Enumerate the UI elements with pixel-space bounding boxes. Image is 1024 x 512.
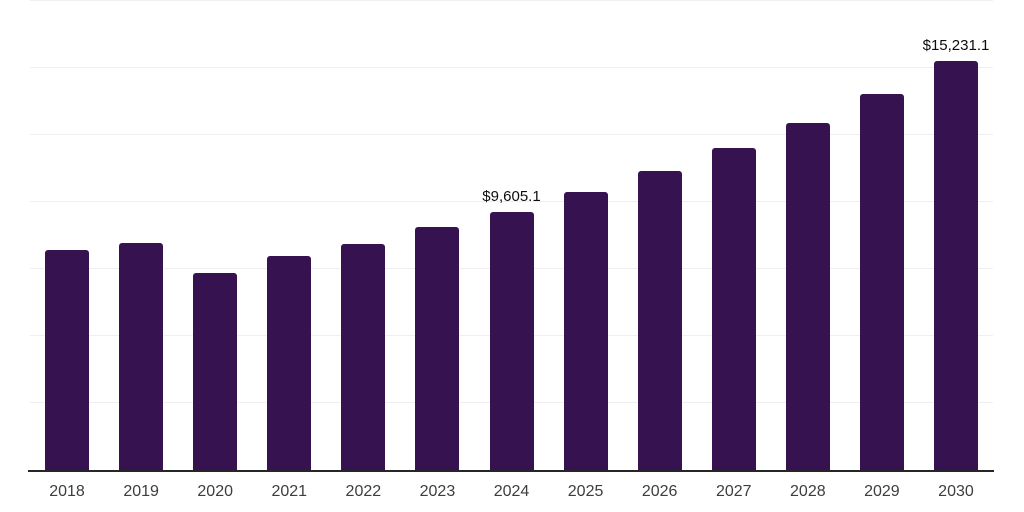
bar-slot-2028 (771, 0, 845, 470)
bar-2029 (859, 94, 904, 470)
bar-value-label-2030: $15,231.1 (922, 37, 990, 54)
x-tick-label-2027: 2027 (715, 483, 752, 500)
bar-2024 (489, 212, 534, 470)
gridline (30, 66, 993, 68)
bar-2025 (563, 192, 608, 470)
x-tick-label-2023: 2023 (419, 483, 456, 500)
bar-slot-2026 (623, 0, 697, 470)
bar-2022 (341, 244, 386, 470)
bar-slot-2019 (104, 0, 178, 470)
bar-slot-2023 (400, 0, 474, 470)
bar-slot-2025 (549, 0, 623, 470)
bar-slot-2018 (30, 0, 104, 470)
bar-2021 (267, 256, 312, 470)
bar-slot-2027 (697, 0, 771, 470)
bar-2019 (119, 243, 164, 470)
bar-slot-2022 (326, 0, 400, 470)
bar-2027 (711, 148, 756, 470)
bar-2028 (785, 123, 830, 470)
bar-value-label-2024: $9,605.1 (482, 188, 541, 205)
plot-area: $9,605.1 $15,231.1 (30, 0, 993, 470)
bar-slot-2030: $15,231.1 (919, 0, 993, 470)
x-tick-label-2024: 2024 (493, 483, 530, 500)
x-tick-label-2025: 2025 (567, 483, 604, 500)
bar-2030 (933, 61, 978, 470)
x-tick-label-2030: 2030 (938, 483, 974, 500)
x-tick-label-2022: 2022 (345, 483, 382, 500)
bar-slot-2024: $9,605.1 (474, 0, 548, 470)
bars-row: $9,605.1 $15,231.1 (30, 0, 993, 470)
bar-2023 (415, 227, 460, 470)
x-axis-line (28, 470, 994, 472)
x-tick-label-2026: 2026 (641, 483, 678, 500)
x-tick-label-2028: 2028 (790, 483, 826, 500)
gridline (30, 0, 993, 1)
bar-slot-2029 (845, 0, 919, 470)
x-tick-label-2029: 2029 (864, 483, 900, 500)
gridline (30, 133, 993, 135)
bar-slot-2021 (252, 0, 326, 470)
gridline (30, 200, 993, 202)
bar-2026 (637, 171, 682, 470)
x-tick-label-2021: 2021 (271, 483, 308, 500)
x-tick-label-2019: 2019 (123, 483, 159, 500)
x-tick-label-2018: 2018 (49, 483, 85, 500)
bar-2020 (193, 273, 238, 470)
bar-2018 (45, 250, 90, 470)
x-axis-labels: 2018 2019 2020 2021 2022 2023 2024 2025 2026 2027… (30, 484, 993, 500)
x-tick-label-2020: 2020 (197, 483, 233, 500)
bar-slot-2020 (178, 0, 252, 470)
